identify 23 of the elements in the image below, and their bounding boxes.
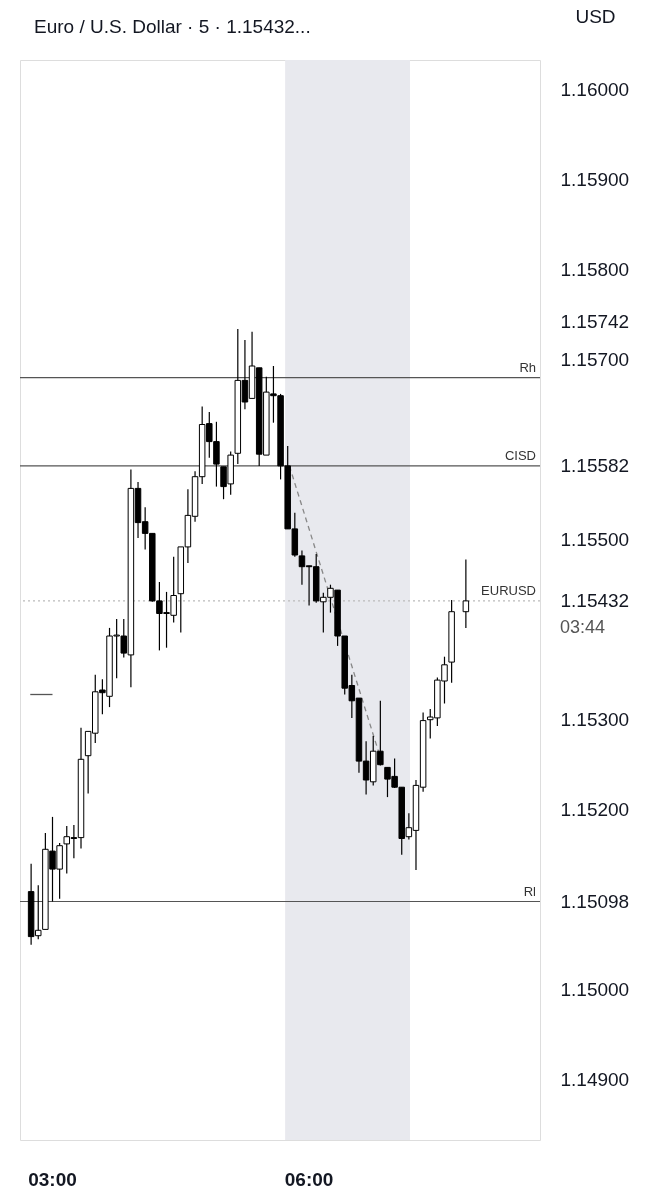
y-axis-title: USD [575,5,616,27]
y-tick-label: 1.15582 [560,455,630,477]
ref-line-label: EURUSD [481,582,536,598]
y-tick-label: 1.15432 [560,590,630,612]
y-tick-label: 1.16000 [560,79,630,101]
text: 03:44 [560,617,606,637]
x-tick-label: 03:00 [28,1169,77,1190]
y-tick-label: 1.15000 [560,979,630,1001]
x-tick-label: 06:00 [284,1169,334,1190]
y-tick-label: 1.14900 [560,1069,630,1091]
ref-line-label: Rl [523,883,537,899]
y-tick-label: 1.15098 [560,891,630,912]
chart-title: Euro / U.S. Dollar · 5 · 1.15432... [34,16,311,37]
y-tick-label: 1.15300 [560,709,630,731]
y-tick-label: 1.15742 [560,311,630,333]
candlestick [462,558,470,629]
y-tick-label: 1.15700 [560,349,630,371]
ref-line-label: Rh [519,359,536,375]
y-tick-label: 1.15900 [560,169,630,191]
ref-line-label: CISD [504,447,536,463]
y-tick-label: 1.15500 [560,529,630,551]
y-tick-label: 1.15800 [560,259,630,281]
y-tick-label: 1.15200 [560,799,630,821]
